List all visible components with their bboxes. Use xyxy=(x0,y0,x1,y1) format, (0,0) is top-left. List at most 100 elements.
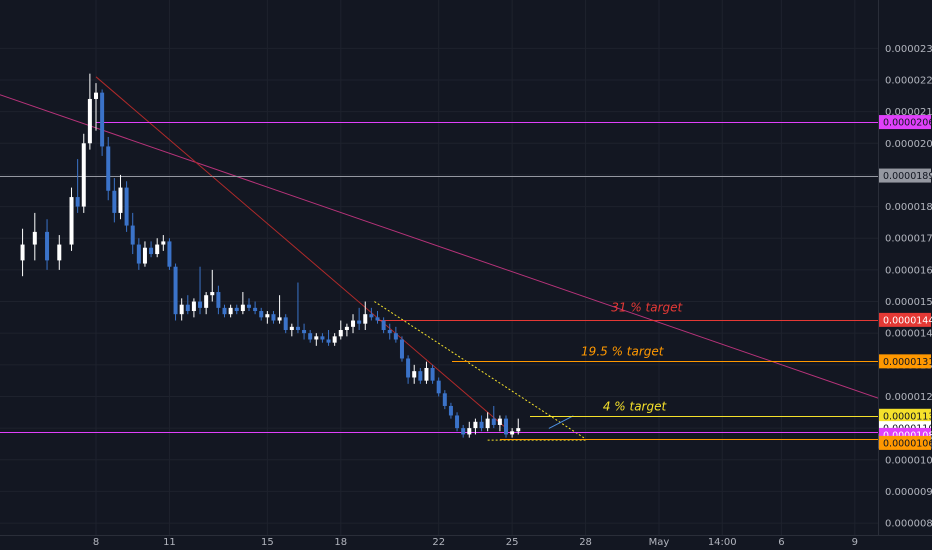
candle-body[interactable] xyxy=(124,187,129,226)
candle-body[interactable] xyxy=(326,339,331,343)
candle-body[interactable] xyxy=(228,307,233,315)
price-badge-0.00001898[interactable]: 0.00001898 xyxy=(879,168,932,183)
candle-body[interactable] xyxy=(32,231,37,245)
candle-body[interactable] xyxy=(198,301,203,308)
candle-body[interactable] xyxy=(69,197,74,245)
candle-body[interactable] xyxy=(130,225,135,245)
candle-body[interactable] xyxy=(142,247,147,264)
price-badge-bg xyxy=(879,435,931,450)
candle-body[interactable] xyxy=(442,393,447,406)
y-tick-label: 0.00001500 xyxy=(885,297,932,308)
price-badge-bg xyxy=(879,168,931,183)
candle-body[interactable] xyxy=(259,311,264,318)
steep-trend-line[interactable] xyxy=(95,76,509,431)
candle-body[interactable] xyxy=(448,405,453,416)
price-badge-0.00002067[interactable]: 0.00002067 xyxy=(879,115,932,130)
candle-body[interactable] xyxy=(332,336,337,343)
candle-body[interactable] xyxy=(412,371,417,378)
candle-body[interactable] xyxy=(277,317,282,321)
candle-body[interactable] xyxy=(45,231,50,261)
candle-body[interactable] xyxy=(100,92,105,147)
wedge-break-line[interactable] xyxy=(548,415,574,429)
candle-body[interactable] xyxy=(295,326,300,331)
candle-body[interactable] xyxy=(369,314,374,318)
candle-body[interactable] xyxy=(94,92,98,99)
candle-body[interactable] xyxy=(87,98,92,144)
candle-body[interactable] xyxy=(418,371,423,381)
candle-body[interactable] xyxy=(375,317,380,321)
candle-body[interactable] xyxy=(20,244,25,261)
candle-body[interactable] xyxy=(167,241,172,267)
candle-body[interactable] xyxy=(510,431,515,435)
candle-body[interactable] xyxy=(467,428,472,435)
candle-body[interactable] xyxy=(320,336,325,340)
candle-body[interactable] xyxy=(136,244,141,264)
candle-body[interactable] xyxy=(363,314,368,324)
candle-body[interactable] xyxy=(393,333,398,340)
candle-body[interactable] xyxy=(497,418,502,425)
candle-body[interactable] xyxy=(57,244,62,261)
candle-body[interactable] xyxy=(161,241,166,245)
candle-body[interactable] xyxy=(461,428,466,435)
candle-body[interactable] xyxy=(149,247,154,255)
candle-body[interactable] xyxy=(344,326,349,331)
candle-body[interactable] xyxy=(430,367,435,381)
candle-body[interactable] xyxy=(234,307,239,312)
candle-body[interactable] xyxy=(399,339,404,359)
candle-body[interactable] xyxy=(516,428,521,432)
candle-body[interactable] xyxy=(302,330,307,334)
candle-body[interactable] xyxy=(436,380,441,394)
candle-body[interactable] xyxy=(216,292,221,308)
candle-body[interactable] xyxy=(118,187,123,213)
long-trend-line[interactable] xyxy=(0,86,911,410)
price-badge-0.00001311[interactable]: 0.00001311 xyxy=(879,354,932,369)
candle-body[interactable] xyxy=(455,415,460,429)
annotation-label[interactable]: 31 % target xyxy=(611,301,683,315)
candle-body[interactable] xyxy=(222,307,227,315)
candle-body[interactable] xyxy=(479,421,484,429)
candle-body[interactable] xyxy=(289,326,294,331)
price-badge-bg xyxy=(879,354,931,369)
candle-body[interactable] xyxy=(179,304,184,315)
candle-body[interactable] xyxy=(387,330,392,334)
candle-body[interactable] xyxy=(253,307,258,312)
candle-body[interactable] xyxy=(204,295,209,308)
price-badge-0.00001442[interactable]: 0.00001442 xyxy=(879,312,932,327)
candle-body[interactable] xyxy=(504,418,509,435)
candle-body[interactable] xyxy=(314,336,319,340)
candle-body[interactable] xyxy=(246,304,251,308)
price-badge-0.00001139[interactable]: 0.00001139 xyxy=(879,408,932,423)
candle-body[interactable] xyxy=(406,358,411,378)
candle-body[interactable] xyxy=(271,314,276,321)
candle-body[interactable] xyxy=(191,301,196,312)
candle-body[interactable] xyxy=(381,320,386,331)
candle-body[interactable] xyxy=(155,244,160,255)
candle-body[interactable] xyxy=(283,317,288,331)
candle-body[interactable] xyxy=(265,314,270,318)
candle-body[interactable] xyxy=(351,320,356,327)
candle-body[interactable] xyxy=(75,197,80,207)
candle-body[interactable] xyxy=(240,304,245,312)
x-tick-label: 15 xyxy=(261,537,274,548)
candle-body[interactable] xyxy=(485,418,490,429)
price-badge-0.00001066[interactable]: 0.00001066 xyxy=(879,435,932,450)
wedge-upper-line[interactable] xyxy=(374,301,586,440)
candle-body[interactable] xyxy=(491,418,496,425)
candle-body[interactable] xyxy=(338,330,343,337)
candle-body[interactable] xyxy=(106,146,111,191)
candle-body[interactable] xyxy=(308,333,313,340)
candle-body[interactable] xyxy=(210,292,215,296)
candle-body[interactable] xyxy=(473,421,478,429)
candle-body[interactable] xyxy=(112,190,117,213)
price-badge-bg xyxy=(879,312,931,327)
candle-body[interactable] xyxy=(81,143,86,207)
y-tick-label: 0.00002200 xyxy=(885,75,932,86)
annotation-label[interactable]: 19.5 % target xyxy=(581,344,665,358)
candle-body[interactable] xyxy=(424,367,429,381)
candle-body[interactable] xyxy=(173,266,178,315)
candle-body[interactable] xyxy=(357,320,362,324)
candle-body[interactable] xyxy=(185,304,190,312)
annotation-label[interactable]: 4 % target xyxy=(603,400,668,414)
